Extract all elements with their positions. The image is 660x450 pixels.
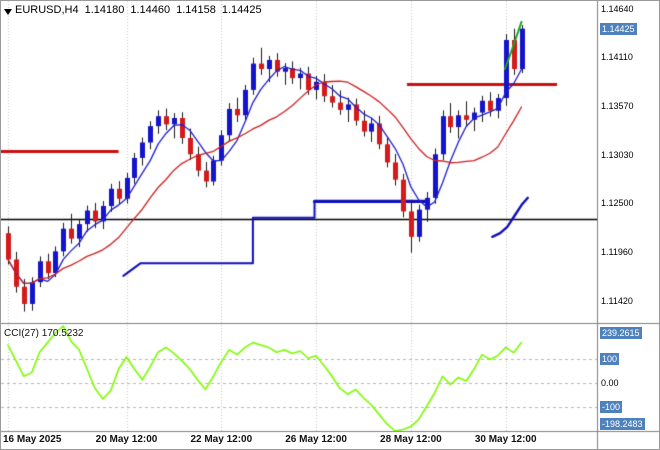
price-axis-label: 1.11960: [601, 247, 633, 258]
ohlc-low-value: 1.14158: [176, 4, 216, 16]
ohlc-high-value: 1.14460: [130, 4, 171, 16]
price-axis[interactable]: 1.14640 1.14425 1.14110 1.13570 1.13030 1.125…: [599, 1, 659, 449]
time-axis-label: 16 May 2025: [3, 434, 62, 445]
current-price-badge: 1.14425: [600, 22, 637, 35]
price-axis-label: 1.13030: [601, 150, 634, 161]
cci-axis-badge: 239.2615: [600, 327, 642, 339]
chart-header: EURUSD,H4 1.14180 1.14460 1.14158 1.14425: [15, 4, 268, 16]
cci-axis-label: 0.00: [601, 378, 619, 389]
cci-axis-badge: 100: [600, 353, 620, 366]
cci-axis-badge: -100: [600, 401, 623, 414]
time-axis-label: 28 May 12:00: [380, 434, 442, 445]
cci-axis-badge: -198.2483: [600, 418, 645, 430]
time-axis[interactable]: 16 May 2025 20 May 12:00 22 May 12:00 26 Ma…: [1, 434, 597, 449]
time-axis-label: 20 May 12:00: [95, 434, 158, 445]
price-axis-label: 1.11420: [601, 296, 633, 307]
time-axis-label: 26 May 12:00: [285, 434, 347, 445]
time-axis-label: 22 May 12:00: [190, 434, 253, 445]
price-axis-label: 1.14110: [601, 52, 633, 63]
cci-indicator-label: CCI(27) 170.5232: [4, 328, 84, 339]
chart-shift-icon[interactable]: [4, 9, 12, 15]
price-axis-label: 1.13570: [601, 101, 634, 112]
ohlc-close-value: 1.14425: [221, 4, 262, 16]
price-axis-label: 1.12500: [601, 198, 634, 209]
symbol-timeframe-label: EURUSD,H4: [15, 4, 79, 16]
price-axis-label: 1.14640: [601, 4, 634, 15]
time-axis-label: 30 May 12:00: [474, 434, 537, 445]
ohlc-open-value: 1.14180: [84, 4, 125, 16]
